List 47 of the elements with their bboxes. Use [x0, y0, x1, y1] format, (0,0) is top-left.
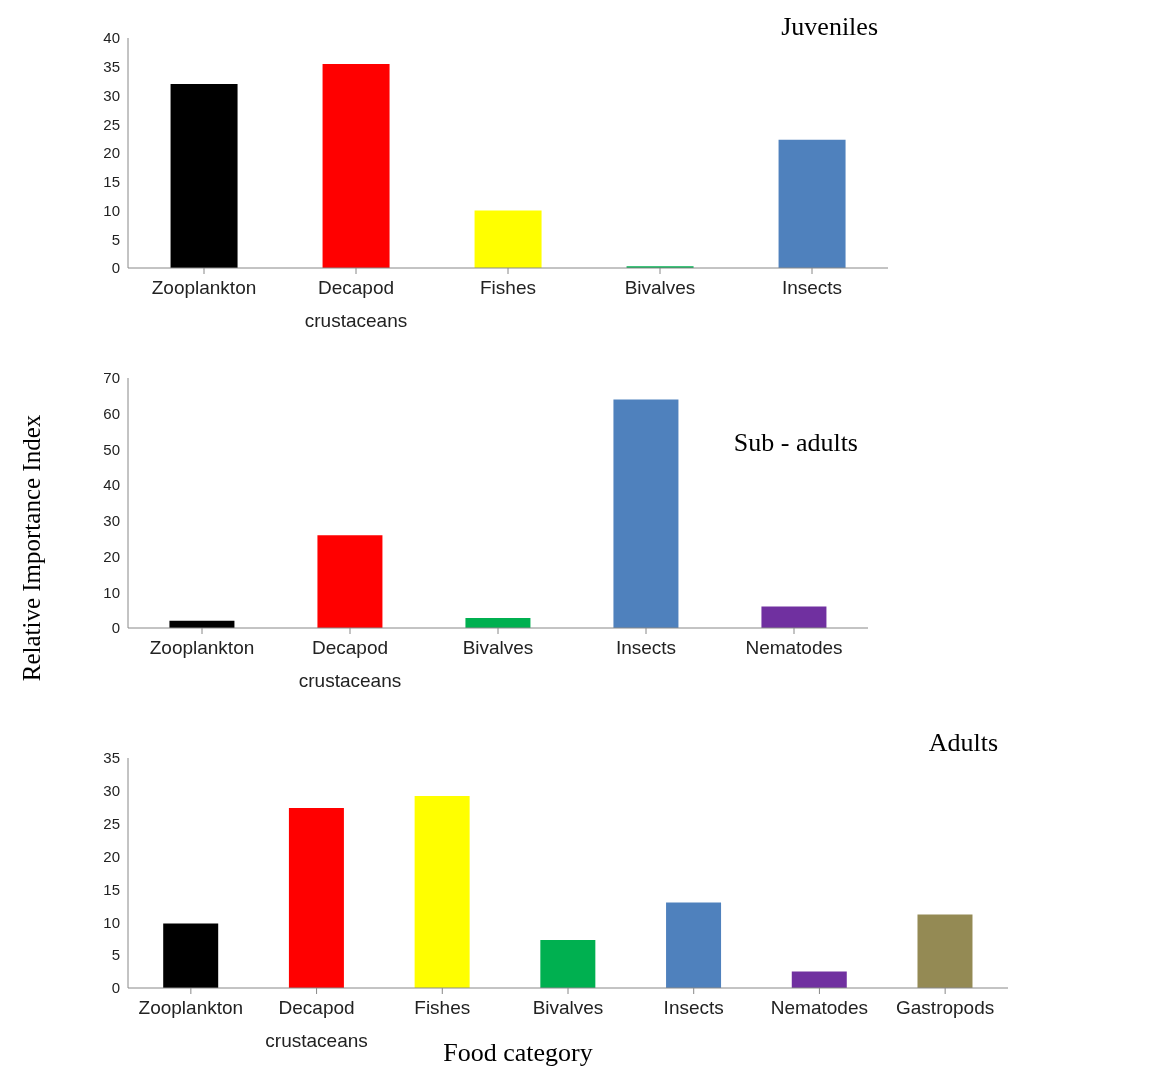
y-axis-title: Relative Importance Index — [18, 414, 46, 682]
chart-title: Adults — [928, 728, 998, 758]
x-tick-label: Fishes — [480, 277, 536, 298]
y-tick-label: 30 — [103, 782, 120, 800]
y-tick-label: 35 — [103, 749, 120, 767]
y-tick-label: 40 — [103, 476, 120, 494]
x-axis-title: Food category — [443, 1038, 593, 1068]
x-tick-label: Bivalves — [462, 637, 534, 658]
x-tick-label: Fishes — [414, 997, 471, 1018]
x-tick-label: Decapod crustaceans — [298, 637, 402, 691]
x-tick-label: Zooplankton — [138, 997, 244, 1018]
x-tick-label: Zooplankton — [151, 277, 257, 298]
y-tick-label: 40 — [103, 29, 120, 47]
chart-title: Juveniles — [781, 12, 878, 42]
y-tick-label: 20 — [103, 547, 120, 565]
x-tick-label: Gastropods — [896, 997, 995, 1018]
x-tick-label: Decapod crustaceans — [265, 997, 368, 1051]
y-tick-label: 30 — [103, 86, 120, 104]
y-tick-label: 20 — [103, 144, 120, 162]
x-tick-label: Bivalves — [624, 277, 696, 298]
x-tick-label: Nematodes — [745, 637, 843, 658]
y-tick-label: 0 — [111, 979, 120, 997]
x-tick-label: Insects — [663, 997, 724, 1018]
y-tick-label: 25 — [103, 115, 120, 133]
y-tick-label: 70 — [103, 369, 120, 387]
y-tick-label: 15 — [103, 880, 120, 898]
y-tick-label: 60 — [103, 405, 120, 423]
y-tick-label: 0 — [111, 619, 120, 637]
y-tick-label: 30 — [103, 512, 120, 530]
y-tick-label: 0 — [111, 259, 120, 277]
y-tick-label: 5 — [111, 230, 120, 248]
y-tick-label: 10 — [103, 913, 120, 931]
y-tick-label: 20 — [103, 847, 120, 865]
y-tick-label: 10 — [103, 201, 120, 219]
y-tick-label: 10 — [103, 583, 120, 601]
x-tick-label: Insects — [781, 277, 843, 298]
x-tick-label: Insects — [615, 637, 677, 658]
y-tick-label: 5 — [111, 946, 120, 964]
y-tick-label: 15 — [103, 173, 120, 191]
text: Sub - adults — [733, 428, 858, 458]
x-tick-label: Decapod crustaceans — [304, 277, 408, 331]
y-tick-label: 35 — [103, 58, 120, 76]
x-tick-label: Nematodes — [770, 997, 869, 1018]
y-tick-label: 25 — [103, 815, 120, 833]
x-tick-label: Bivalves — [532, 997, 604, 1018]
y-tick-label: 50 — [103, 440, 120, 458]
x-tick-label: Zooplankton — [149, 637, 255, 658]
